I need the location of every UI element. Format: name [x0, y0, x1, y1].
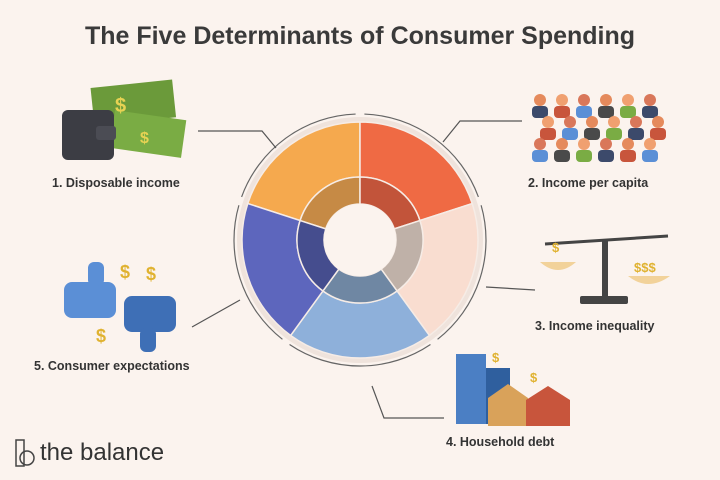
page-title: The Five Determinants of Consumer Spendi…	[84, 22, 636, 50]
person-body	[620, 150, 636, 162]
person-body	[576, 106, 592, 118]
person-body	[642, 150, 658, 162]
balance-scale-icon: $ $$$	[540, 234, 670, 304]
person-body	[620, 106, 636, 118]
svg-text:$: $	[140, 130, 149, 147]
connector-5	[191, 299, 241, 328]
person-head	[600, 94, 612, 106]
outline-arc-4	[289, 343, 431, 367]
person-head	[586, 116, 598, 128]
svg-text:$: $	[530, 370, 538, 385]
person-head	[534, 94, 546, 106]
person-head	[600, 138, 612, 150]
person-head	[542, 116, 554, 128]
outline-arc-5	[233, 205, 283, 340]
svg-text:$$$: $$$	[634, 260, 656, 275]
label-disposable-income: 1. Disposable income	[52, 176, 180, 190]
svg-text:$: $	[115, 95, 126, 117]
svg-text:$: $	[120, 262, 130, 282]
connector-4	[371, 385, 444, 419]
label-consumer-expectations: 5. Consumer expectations	[34, 359, 190, 373]
thumbs-icon: $ $ $	[64, 262, 176, 352]
person-head	[630, 116, 642, 128]
person-head	[608, 116, 620, 128]
wheel-center	[324, 204, 396, 276]
houses-icon: $ $	[456, 350, 570, 426]
outline-arc-1	[241, 113, 356, 198]
person-body	[598, 150, 614, 162]
person-head	[578, 94, 590, 106]
svg-text:$: $	[492, 350, 500, 365]
svg-text:$: $	[146, 264, 156, 284]
person-head	[556, 138, 568, 150]
person-body	[554, 106, 570, 118]
person-head	[564, 116, 576, 128]
connector-1	[198, 130, 277, 149]
label-income-per-capita: 2. Income per capita	[528, 176, 649, 190]
person-body	[532, 106, 548, 118]
person-body	[650, 128, 666, 140]
person-body	[576, 150, 592, 162]
svg-text:$: $	[96, 326, 106, 346]
person-head	[652, 116, 664, 128]
logo-text: the balance	[40, 439, 165, 466]
person-body	[606, 128, 622, 140]
person-head	[622, 138, 634, 150]
person-body	[554, 150, 570, 162]
svg-text:$: $	[552, 240, 560, 255]
label-income-inequality: 3. Income inequality	[535, 319, 655, 333]
person-body	[540, 128, 556, 140]
person-head	[534, 138, 546, 150]
person-head	[556, 94, 568, 106]
crowd-icon	[532, 94, 666, 162]
wallet-money-icon: $ $	[62, 79, 187, 160]
wheel	[233, 113, 487, 367]
person-body	[532, 150, 548, 162]
label-household-debt: 4. Household debt	[446, 435, 555, 449]
person-head	[578, 138, 590, 150]
connector-3	[485, 286, 536, 291]
balance-logo-icon	[15, 439, 35, 467]
person-body	[584, 128, 600, 140]
person-head	[644, 138, 656, 150]
person-head	[644, 94, 656, 106]
person-body	[642, 106, 658, 118]
person-head	[622, 94, 634, 106]
person-body	[562, 128, 578, 140]
person-body	[598, 106, 614, 118]
outline-arc-2	[364, 113, 479, 198]
person-body	[628, 128, 644, 140]
logo: the balance	[14, 438, 164, 468]
outline-arc-3	[437, 205, 487, 340]
connector-2	[442, 120, 522, 143]
